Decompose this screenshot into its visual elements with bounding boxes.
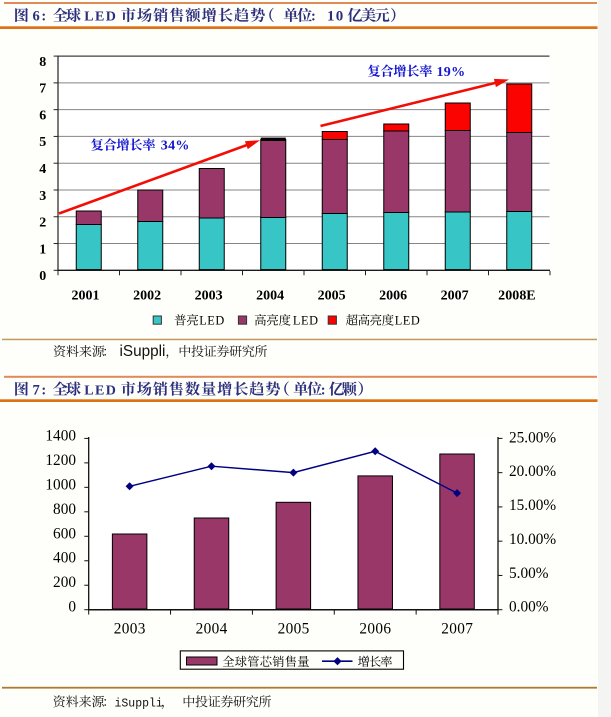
- svg-text:2003: 2003: [114, 620, 146, 637]
- svg-text::: :: [311, 9, 316, 25]
- svg-text:25.00%: 25.00%: [509, 429, 556, 446]
- svg-text:7:: 7:: [33, 382, 48, 398]
- svg-text:0.00%: 0.00%: [509, 599, 549, 616]
- svg-text:1: 1: [39, 242, 46, 257]
- svg-text:4: 4: [39, 162, 46, 177]
- svg-text:15.00%: 15.00%: [509, 497, 556, 514]
- svg-text:400: 400: [53, 550, 76, 567]
- svg-text:2006: 2006: [379, 288, 407, 303]
- svg-text:2005: 2005: [278, 620, 310, 637]
- svg-text:2002: 2002: [133, 288, 161, 303]
- svg-text:20.00%: 20.00%: [509, 463, 556, 480]
- svg-text:2: 2: [39, 216, 46, 231]
- svg-text:1200: 1200: [45, 452, 76, 469]
- svg-text:0: 0: [68, 599, 76, 616]
- svg-text:LED: LED: [84, 383, 117, 398]
- svg-text:7: 7: [39, 82, 46, 97]
- svg-text:34%: 34%: [161, 139, 190, 154]
- svg-text:6: 6: [39, 109, 46, 124]
- svg-text:2004: 2004: [256, 288, 284, 303]
- svg-text:10.00%: 10.00%: [509, 531, 556, 548]
- svg-text:5: 5: [39, 135, 46, 150]
- svg-text:2004: 2004: [196, 620, 228, 637]
- svg-text:200: 200: [53, 574, 76, 591]
- svg-text:2006: 2006: [359, 620, 391, 637]
- svg-text:19%: 19%: [437, 65, 466, 80]
- svg-text:0: 0: [39, 269, 46, 284]
- svg-text::: :: [321, 382, 326, 398]
- svg-text:2008E: 2008E: [498, 288, 535, 303]
- svg-text:2003: 2003: [195, 288, 223, 303]
- svg-text:10: 10: [327, 9, 344, 25]
- svg-text:LED: LED: [199, 314, 225, 328]
- svg-text:2001: 2001: [72, 288, 100, 303]
- svg-text:6:: 6:: [33, 9, 48, 25]
- svg-text:8: 8: [39, 55, 46, 70]
- svg-text:1000: 1000: [45, 476, 76, 493]
- svg-text:LED: LED: [395, 314, 421, 328]
- svg-text:iSuppli: iSuppli: [115, 697, 163, 710]
- svg-text:2007: 2007: [441, 288, 469, 303]
- svg-text:3: 3: [39, 189, 46, 204]
- svg-text:iSuppli: iSuppli: [120, 343, 166, 360]
- svg-text:LED: LED: [84, 10, 117, 25]
- svg-text:2007: 2007: [441, 620, 473, 637]
- svg-text:LED: LED: [293, 314, 319, 328]
- svg-text:1400: 1400: [45, 428, 76, 445]
- svg-text:2005: 2005: [318, 288, 346, 303]
- svg-text:800: 800: [53, 501, 76, 518]
- svg-text:600: 600: [53, 525, 76, 542]
- svg-text:5.00%: 5.00%: [509, 565, 549, 582]
